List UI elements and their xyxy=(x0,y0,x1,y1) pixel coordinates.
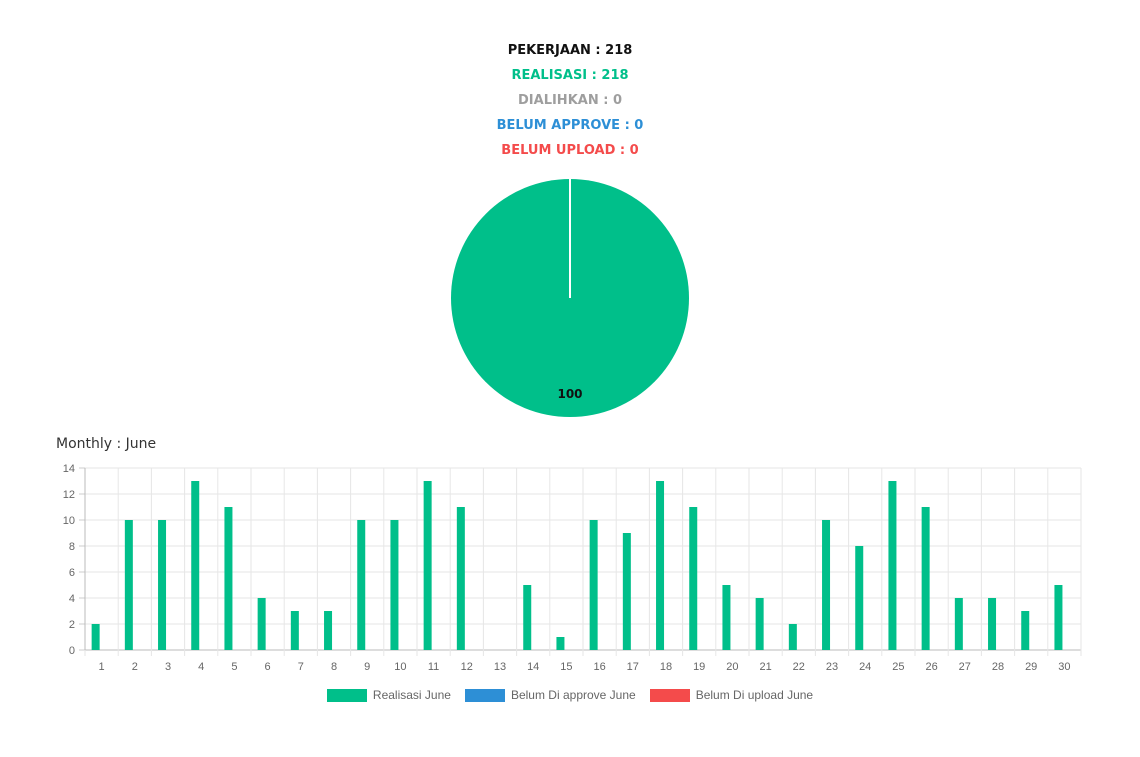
x-tick-label: 22 xyxy=(793,661,805,673)
x-tick-label: 27 xyxy=(959,661,971,673)
bar-realisasi-june-25 xyxy=(888,481,897,650)
bar-realisasi-june-4 xyxy=(191,481,200,650)
x-tick-label: 21 xyxy=(759,661,771,673)
bar-realisasi-june-17 xyxy=(622,533,631,650)
x-tick-label: 23 xyxy=(826,661,838,673)
x-tick-label: 7 xyxy=(298,661,304,673)
y-tick-label: 0 xyxy=(69,645,75,657)
x-tick-label: 4 xyxy=(198,661,204,673)
x-tick-label: 10 xyxy=(394,661,406,673)
bar-realisasi-june-22 xyxy=(788,624,797,650)
x-tick-label: 17 xyxy=(627,661,639,673)
bar-realisasi-june-9 xyxy=(357,520,366,650)
x-tick-label: 12 xyxy=(461,661,473,673)
chart-legend: Realisasi June Belum Di approve June Belum… xyxy=(0,688,1140,702)
bar-realisasi-june-11 xyxy=(423,481,432,650)
legend-swatch xyxy=(649,688,690,702)
y-tick-label: 4 xyxy=(69,593,75,605)
dialihkan-total: DIALIHKAN : 0 xyxy=(518,93,622,108)
x-tick-label: 25 xyxy=(892,661,904,673)
x-tick-label: 29 xyxy=(1025,661,1037,673)
bar-realisasi-june-20 xyxy=(722,585,731,650)
summary-block: PEKERJAAN : 218 REALISASI : 218 DIALIHKA… xyxy=(0,38,1140,163)
x-tick-label: 26 xyxy=(925,661,937,673)
legend-item[interactable]: Realisasi June xyxy=(326,688,451,702)
y-tick-label: 2 xyxy=(69,619,75,631)
bar-realisasi-june-27 xyxy=(954,598,963,650)
monthly-title: Monthly : June xyxy=(56,436,157,452)
x-tick-label: 16 xyxy=(593,661,605,673)
bar-realisasi-june-26 xyxy=(921,507,930,650)
x-tick-label: 28 xyxy=(992,661,1004,673)
pekerjaan-total: PEKERJAAN : 218 xyxy=(507,43,633,58)
y-tick-label: 14 xyxy=(63,463,75,475)
bar-realisasi-june-19 xyxy=(689,507,698,650)
x-tick-label: 19 xyxy=(693,661,705,673)
legend-swatch xyxy=(326,688,367,702)
legend-swatch xyxy=(464,688,505,702)
legend-item[interactable]: Belum Di approve June xyxy=(464,688,636,702)
bar-realisasi-june-7 xyxy=(290,611,299,650)
bar-realisasi-june-21 xyxy=(755,598,764,650)
legend-label: Belum Di approve June xyxy=(510,688,636,702)
bar-realisasi-june-1 xyxy=(91,624,100,650)
x-tick-label: 8 xyxy=(331,661,337,673)
y-tick-label: 10 xyxy=(63,515,75,527)
bar-realisasi-june-10 xyxy=(390,520,399,650)
x-tick-label: 5 xyxy=(231,661,237,673)
bar-realisasi-june-24 xyxy=(855,546,864,650)
x-tick-label: 11 xyxy=(428,661,439,673)
bar-realisasi-june-29 xyxy=(1021,611,1030,650)
bar-realisasi-june-30 xyxy=(1054,585,1063,650)
x-tick-label: 20 xyxy=(726,661,738,673)
bar-realisasi-june-3 xyxy=(158,520,167,650)
legend-label: Belum Di upload June xyxy=(695,688,814,702)
bar-realisasi-june-18 xyxy=(656,481,665,650)
x-tick-label: 6 xyxy=(265,661,271,673)
legend-item[interactable]: Belum Di upload June xyxy=(649,688,814,702)
bar-realisasi-june-14 xyxy=(523,585,532,650)
x-tick-label: 14 xyxy=(527,661,539,673)
bar-realisasi-june-28 xyxy=(988,598,997,650)
bar-realisasi-june-16 xyxy=(589,520,598,650)
x-tick-label: 15 xyxy=(560,661,572,673)
x-tick-label: 24 xyxy=(859,661,871,673)
pie-data-label: 100 xyxy=(557,387,582,401)
x-tick-label: 2 xyxy=(132,661,138,673)
x-tick-label: 1 xyxy=(99,661,105,673)
bar-realisasi-june-6 xyxy=(257,598,266,650)
x-tick-label: 18 xyxy=(660,661,672,673)
bar-chart: 0 2 4 6 8 10 12 14 1 2 3 4 5 6 7 8 9 10 11 12 13 14 15 16 17 18 19… xyxy=(0,455,1140,675)
belum-approve-total: BELUM APPROVE : 0 xyxy=(496,118,644,133)
y-tick-label: 8 xyxy=(69,541,75,553)
realisasi-total: REALISASI : 218 xyxy=(511,68,629,83)
bar-realisasi-june-12 xyxy=(456,507,465,650)
bar-realisasi-june-15 xyxy=(556,637,565,650)
y-tick-label: 12 xyxy=(63,489,75,501)
legend-label: Realisasi June xyxy=(372,688,451,702)
bar-realisasi-june-8 xyxy=(324,611,333,650)
bar-realisasi-june-2 xyxy=(124,520,133,650)
pie-chart: 100 xyxy=(450,178,690,418)
x-tick-label: 3 xyxy=(165,661,171,673)
bar-realisasi-june-5 xyxy=(224,507,233,650)
y-tick-label: 6 xyxy=(69,567,75,579)
belum-upload-total: BELUM UPLOAD : 0 xyxy=(501,143,639,158)
bar-realisasi-june-23 xyxy=(822,520,831,650)
x-tick-label: 30 xyxy=(1058,661,1070,673)
x-tick-label: 9 xyxy=(364,661,370,673)
pie-chart-svg: 100 xyxy=(451,179,689,417)
x-tick-label: 13 xyxy=(494,661,506,673)
